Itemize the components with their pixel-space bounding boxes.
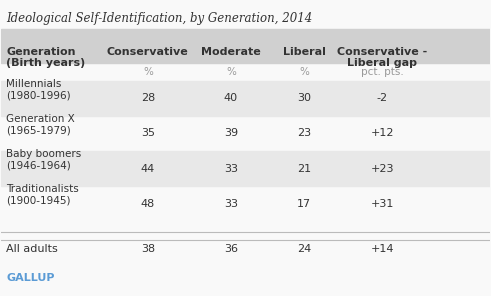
Text: 33: 33 bbox=[224, 163, 238, 173]
Text: -2: -2 bbox=[377, 93, 388, 103]
Text: Traditionalists
(1900-1945): Traditionalists (1900-1945) bbox=[6, 184, 79, 206]
Bar bbox=[1, 29, 490, 63]
Text: +12: +12 bbox=[370, 128, 394, 138]
Text: %: % bbox=[226, 67, 236, 77]
Text: Liberal: Liberal bbox=[283, 47, 326, 57]
Text: pct. pts.: pct. pts. bbox=[361, 67, 404, 77]
Text: +31: +31 bbox=[371, 199, 394, 209]
Text: All adults: All adults bbox=[6, 244, 58, 254]
Text: 28: 28 bbox=[141, 93, 155, 103]
Text: Generation
(Birth years): Generation (Birth years) bbox=[6, 47, 85, 68]
Text: %: % bbox=[299, 67, 309, 77]
Text: Millennials
(1980-1996): Millennials (1980-1996) bbox=[6, 78, 71, 100]
Bar bbox=[1, 81, 490, 116]
Text: 23: 23 bbox=[297, 128, 311, 138]
Text: %: % bbox=[143, 67, 153, 77]
Text: 17: 17 bbox=[297, 199, 311, 209]
Text: 48: 48 bbox=[141, 199, 155, 209]
Text: 33: 33 bbox=[224, 199, 238, 209]
Text: 40: 40 bbox=[224, 93, 238, 103]
Text: Conservative: Conservative bbox=[107, 47, 189, 57]
Bar bbox=[1, 151, 490, 186]
Text: Moderate: Moderate bbox=[201, 47, 261, 57]
Text: 38: 38 bbox=[141, 244, 155, 254]
Text: 36: 36 bbox=[224, 244, 238, 254]
Text: 44: 44 bbox=[141, 163, 155, 173]
Text: Ideological Self-Identification, by Generation, 2014: Ideological Self-Identification, by Gene… bbox=[6, 12, 312, 25]
Text: 35: 35 bbox=[141, 128, 155, 138]
Text: Baby boomers
(1946-1964): Baby boomers (1946-1964) bbox=[6, 149, 82, 170]
Text: 39: 39 bbox=[224, 128, 238, 138]
Text: GALLUP: GALLUP bbox=[6, 273, 55, 283]
Text: 24: 24 bbox=[297, 244, 311, 254]
Text: 21: 21 bbox=[297, 163, 311, 173]
Text: 30: 30 bbox=[297, 93, 311, 103]
Text: Conservative -
Liberal gap: Conservative - Liberal gap bbox=[337, 47, 427, 68]
Text: Generation X
(1965-1979): Generation X (1965-1979) bbox=[6, 114, 75, 135]
Text: +23: +23 bbox=[370, 163, 394, 173]
Text: +14: +14 bbox=[370, 244, 394, 254]
